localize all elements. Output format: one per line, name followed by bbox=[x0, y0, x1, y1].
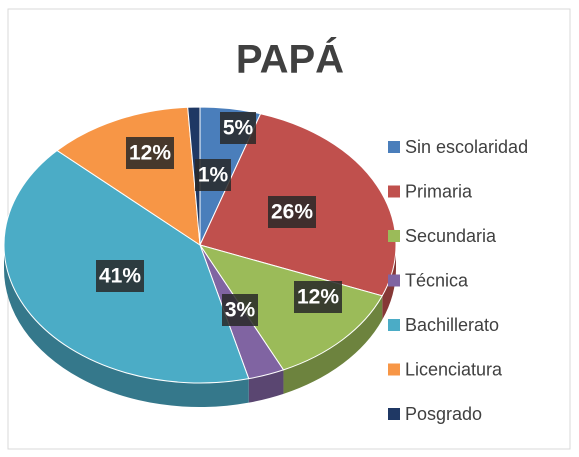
pie bbox=[3, 106, 397, 407]
legend-swatch bbox=[388, 408, 400, 420]
data-label-box bbox=[294, 281, 342, 313]
legend-label: Posgrado bbox=[405, 404, 482, 424]
legend-label: Bachillerato bbox=[405, 315, 499, 335]
legend-label: Primaria bbox=[405, 181, 473, 201]
data-label: 41% bbox=[99, 265, 141, 288]
chart-title: PAPÁ bbox=[236, 37, 344, 82]
legend: Sin escolaridad Primaria Secundaria Técnica… bbox=[388, 137, 528, 424]
pie-side bbox=[283, 295, 383, 394]
legend-swatch bbox=[388, 230, 400, 242]
data-label: 12% bbox=[129, 142, 171, 165]
legend-label: Técnica bbox=[405, 270, 469, 290]
data-label-box bbox=[96, 260, 144, 292]
legend-swatch bbox=[388, 141, 400, 153]
pie-slice bbox=[187, 106, 201, 246]
data-label: 12% bbox=[297, 286, 339, 309]
data-labels: 5% 26% 12% 3% 41% 12% 1% bbox=[96, 112, 342, 326]
legend-label: Licenciatura bbox=[405, 359, 503, 379]
data-label-box bbox=[195, 159, 231, 191]
pie-side bbox=[248, 369, 284, 403]
legend-label: Sin escolaridad bbox=[405, 137, 528, 157]
data-label: 1% bbox=[198, 164, 229, 187]
data-label: 26% bbox=[271, 201, 313, 224]
pie-side bbox=[4, 245, 249, 407]
legend-swatch bbox=[388, 274, 400, 287]
legend-swatch bbox=[388, 363, 400, 376]
data-label-box bbox=[268, 196, 316, 228]
data-label: 3% bbox=[225, 299, 256, 322]
pie-slice bbox=[198, 244, 383, 371]
data-label: 5% bbox=[223, 117, 254, 140]
data-label-box bbox=[220, 112, 256, 144]
data-label-box bbox=[126, 137, 174, 169]
legend-swatch bbox=[388, 185, 400, 198]
legend-swatch bbox=[388, 319, 400, 331]
legend-label: Secundaria bbox=[405, 226, 497, 246]
data-label-box bbox=[222, 294, 258, 326]
